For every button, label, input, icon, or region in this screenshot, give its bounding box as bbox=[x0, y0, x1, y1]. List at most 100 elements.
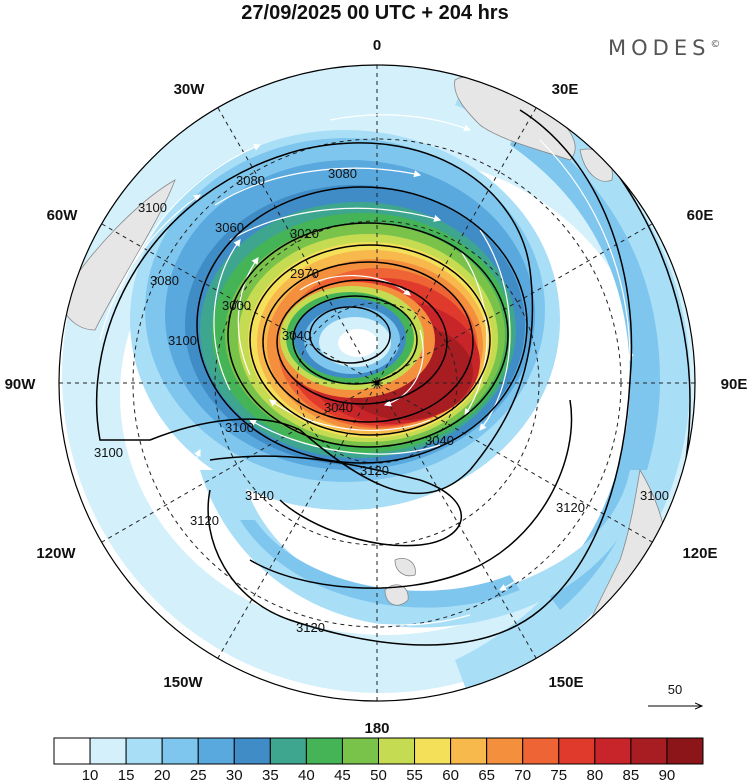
contour-labels: 3080 3080 3100 3080 3060 3020 2970 3000 … bbox=[94, 166, 669, 635]
contour-label: 3100 bbox=[94, 445, 123, 460]
colorbar-tick-label: 85 bbox=[623, 767, 640, 782]
lon-label-60e: 60E bbox=[687, 207, 714, 224]
vector-line bbox=[99, 194, 201, 341]
vector-line bbox=[299, 275, 411, 296]
contour-line bbox=[309, 306, 391, 364]
contour-label: 3120 bbox=[360, 463, 389, 478]
contour-label: 3120 bbox=[296, 620, 325, 635]
contour-label: 3000 bbox=[222, 298, 251, 313]
colorbar-tick-label: 60 bbox=[442, 767, 459, 782]
lon-label-90e: 90E bbox=[721, 376, 748, 393]
wind-vectors bbox=[99, 114, 634, 626]
contour-label: 3080 bbox=[328, 166, 357, 181]
colorbar-tick-label: 35 bbox=[262, 767, 279, 782]
contour-line bbox=[292, 295, 418, 385]
map-border bbox=[58, 64, 696, 702]
contour-label: 3040 bbox=[425, 433, 454, 448]
contour-line bbox=[196, 186, 528, 464]
lat-circle-1 bbox=[296, 302, 458, 464]
colorbar-swatch bbox=[269, 737, 307, 765]
vector-line bbox=[213, 239, 241, 391]
lon-label-30e: 30E bbox=[552, 81, 579, 98]
meridian-30e-150w bbox=[217, 107, 537, 659]
contour-label: 3100 bbox=[138, 200, 167, 215]
colorbar-tick-label: 15 bbox=[118, 767, 135, 782]
colorbar-swatch bbox=[450, 737, 488, 765]
lon-label-30w: 30W bbox=[174, 81, 206, 98]
colorbar-tick-label: 80 bbox=[586, 767, 603, 782]
colorbar-tick-label: 25 bbox=[190, 767, 207, 782]
colorbar-swatch bbox=[125, 737, 163, 765]
core-10 bbox=[338, 329, 378, 357]
shade-25-south bbox=[240, 520, 520, 608]
colorbar-swatch bbox=[486, 737, 524, 765]
shade-20-south bbox=[200, 470, 650, 628]
land-new-zealand bbox=[384, 584, 409, 606]
lon-label-120e: 120E bbox=[682, 545, 717, 562]
contour-label: 3100 bbox=[168, 333, 197, 348]
lon-label-90w: 90W bbox=[5, 376, 37, 393]
vector-line bbox=[229, 207, 442, 241]
colorbar-swatch bbox=[414, 737, 452, 765]
vector-line bbox=[498, 419, 611, 591]
contour-label: 3100 bbox=[225, 420, 254, 435]
contour-line bbox=[209, 455, 463, 547]
contour-line bbox=[249, 399, 573, 589]
colorbar-swatch bbox=[594, 737, 632, 765]
reference-vector-label: 50 bbox=[668, 682, 682, 697]
shade-25-east bbox=[510, 120, 660, 610]
graticule bbox=[59, 65, 695, 701]
colorbar-swatch bbox=[522, 737, 560, 765]
vector-line bbox=[383, 329, 424, 407]
contour-label: 3100 bbox=[640, 488, 669, 503]
contour-line bbox=[249, 244, 491, 436]
vector-line bbox=[539, 139, 634, 362]
land-south-america bbox=[59, 179, 176, 331]
vector-line bbox=[191, 448, 216, 561]
colorbar-tick-label: 70 bbox=[514, 767, 531, 782]
colorbar-swatch bbox=[233, 737, 271, 765]
contour-label: 3120 bbox=[190, 513, 219, 528]
contour-label: 3080 bbox=[236, 173, 265, 188]
meridian-60w-120e bbox=[101, 223, 653, 543]
colorbar-swatch bbox=[558, 737, 596, 765]
meridian-60e-120w bbox=[101, 223, 653, 543]
longitude-labels: 0 30E 60E 90E 120E 150E 180 150W 120W 90… bbox=[5, 37, 748, 737]
contour-line bbox=[227, 222, 509, 448]
colorbar-tick-label: 10 bbox=[82, 767, 99, 782]
meridian-30w-150e bbox=[217, 107, 537, 659]
colorbar-tick-label: 50 bbox=[370, 767, 387, 782]
colorbar: 10 15 20 25 30 35 40 45 50 55 60 65 70 75 80 85 90 bbox=[53, 737, 704, 782]
map-title: 27/09/2025 00 UTC + 204 hrs bbox=[241, 2, 509, 24]
colorbar-swatch bbox=[378, 737, 416, 765]
lon-label-180: 180 bbox=[364, 720, 389, 737]
colorbar-swatch bbox=[666, 737, 704, 765]
brand-logo: MODES© bbox=[608, 36, 720, 60]
vector-line bbox=[269, 399, 431, 432]
contour-line bbox=[276, 279, 448, 405]
colorbar-tick-label: 40 bbox=[298, 767, 315, 782]
lon-label-0: 0 bbox=[373, 37, 381, 54]
contour-label: 3120 bbox=[556, 500, 585, 515]
copyright-mark: © bbox=[710, 39, 721, 50]
colorbar-swatch bbox=[341, 737, 380, 765]
lon-label-120w: 120W bbox=[36, 545, 76, 562]
contour-line bbox=[95, 142, 534, 495]
colorbar-swatch bbox=[305, 737, 343, 765]
lon-label-60w: 60W bbox=[47, 207, 79, 224]
vector-line bbox=[214, 167, 422, 206]
land-new-zealand-north bbox=[394, 558, 416, 577]
brand-text: MODES bbox=[608, 36, 711, 60]
contour-label: 3040 bbox=[324, 400, 353, 415]
colorbar-swatch bbox=[53, 737, 91, 765]
lon-label-150w: 150W bbox=[163, 674, 203, 691]
colorbar-tick-label: 20 bbox=[154, 767, 171, 782]
colorbar-tick-label: 65 bbox=[478, 767, 495, 782]
pole-marker bbox=[374, 380, 380, 386]
colorbar-swatch bbox=[630, 737, 668, 765]
colorbar-tick-label: 75 bbox=[550, 767, 567, 782]
colorbar-swatch bbox=[89, 737, 127, 765]
colorbar-swatch bbox=[197, 737, 235, 765]
vector-line bbox=[459, 249, 488, 416]
